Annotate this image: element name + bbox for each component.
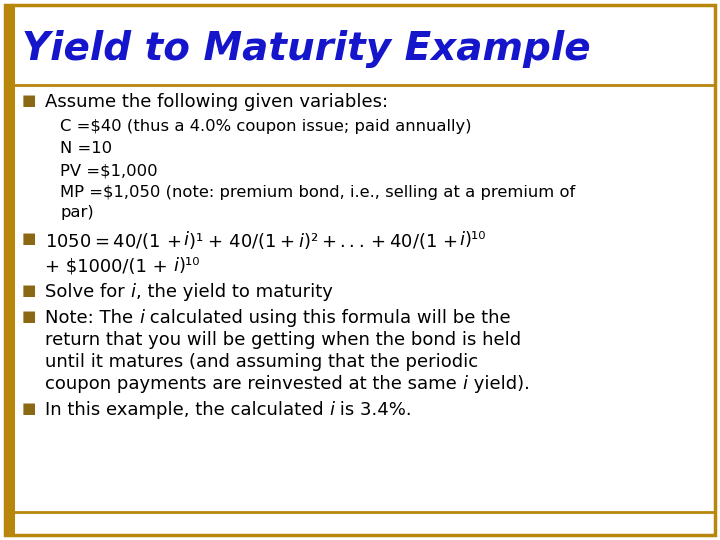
Text: i: i <box>183 231 188 249</box>
Text: )¹⁰: )¹⁰ <box>465 231 486 249</box>
Text: ■: ■ <box>22 401 37 416</box>
Text: Solve for: Solve for <box>45 283 130 301</box>
Text: C =$40 (thus a 4.0% coupon issue; paid annually): C =$40 (thus a 4.0% coupon issue; paid a… <box>60 119 472 134</box>
Text: i: i <box>460 231 465 249</box>
Text: par): par) <box>60 205 94 220</box>
Text: Yield to Maturity Example: Yield to Maturity Example <box>22 30 590 68</box>
Text: coupon payments are reinvested at the same: coupon payments are reinvested at the sa… <box>45 375 462 393</box>
Text: )¹⁰: )¹⁰ <box>179 257 200 275</box>
Bar <box>5 5 15 535</box>
Text: is 3.4%.: is 3.4%. <box>334 401 412 419</box>
Text: i: i <box>130 283 135 301</box>
Text: i: i <box>329 401 334 419</box>
Text: ■: ■ <box>22 231 37 246</box>
Text: $1050 = $40/(1 +: $1050 = $40/(1 + <box>45 231 183 251</box>
Text: ■: ■ <box>22 93 37 108</box>
Text: MP =$1,050 (note: premium bond, i.e., selling at a premium of: MP =$1,050 (note: premium bond, i.e., se… <box>60 185 575 200</box>
Text: Assume the following given variables:: Assume the following given variables: <box>45 93 388 111</box>
Text: calculated using this formula will be the: calculated using this formula will be th… <box>144 309 510 327</box>
Text: )¹ + $40/(1 + i)² + . . . + $40/(1 +: )¹ + $40/(1 + i)² + . . . + $40/(1 + <box>188 231 460 251</box>
Text: N =10: N =10 <box>60 141 112 156</box>
Text: until it matures (and assuming that the periodic: until it matures (and assuming that the … <box>45 353 478 371</box>
Text: return that you will be getting when the bond is held: return that you will be getting when the… <box>45 331 521 349</box>
Text: i: i <box>462 375 467 393</box>
Text: yield).: yield). <box>467 375 529 393</box>
Text: PV =$1,000: PV =$1,000 <box>60 163 158 178</box>
Text: i: i <box>139 309 144 327</box>
Text: ■: ■ <box>22 283 37 298</box>
Text: , the yield to maturity: , the yield to maturity <box>135 283 333 301</box>
Text: + $1000/(1 +: + $1000/(1 + <box>45 257 174 275</box>
Text: i: i <box>174 257 179 275</box>
Text: Note: The: Note: The <box>45 309 139 327</box>
Text: In this example, the calculated: In this example, the calculated <box>45 401 329 419</box>
Text: ■: ■ <box>22 309 37 324</box>
